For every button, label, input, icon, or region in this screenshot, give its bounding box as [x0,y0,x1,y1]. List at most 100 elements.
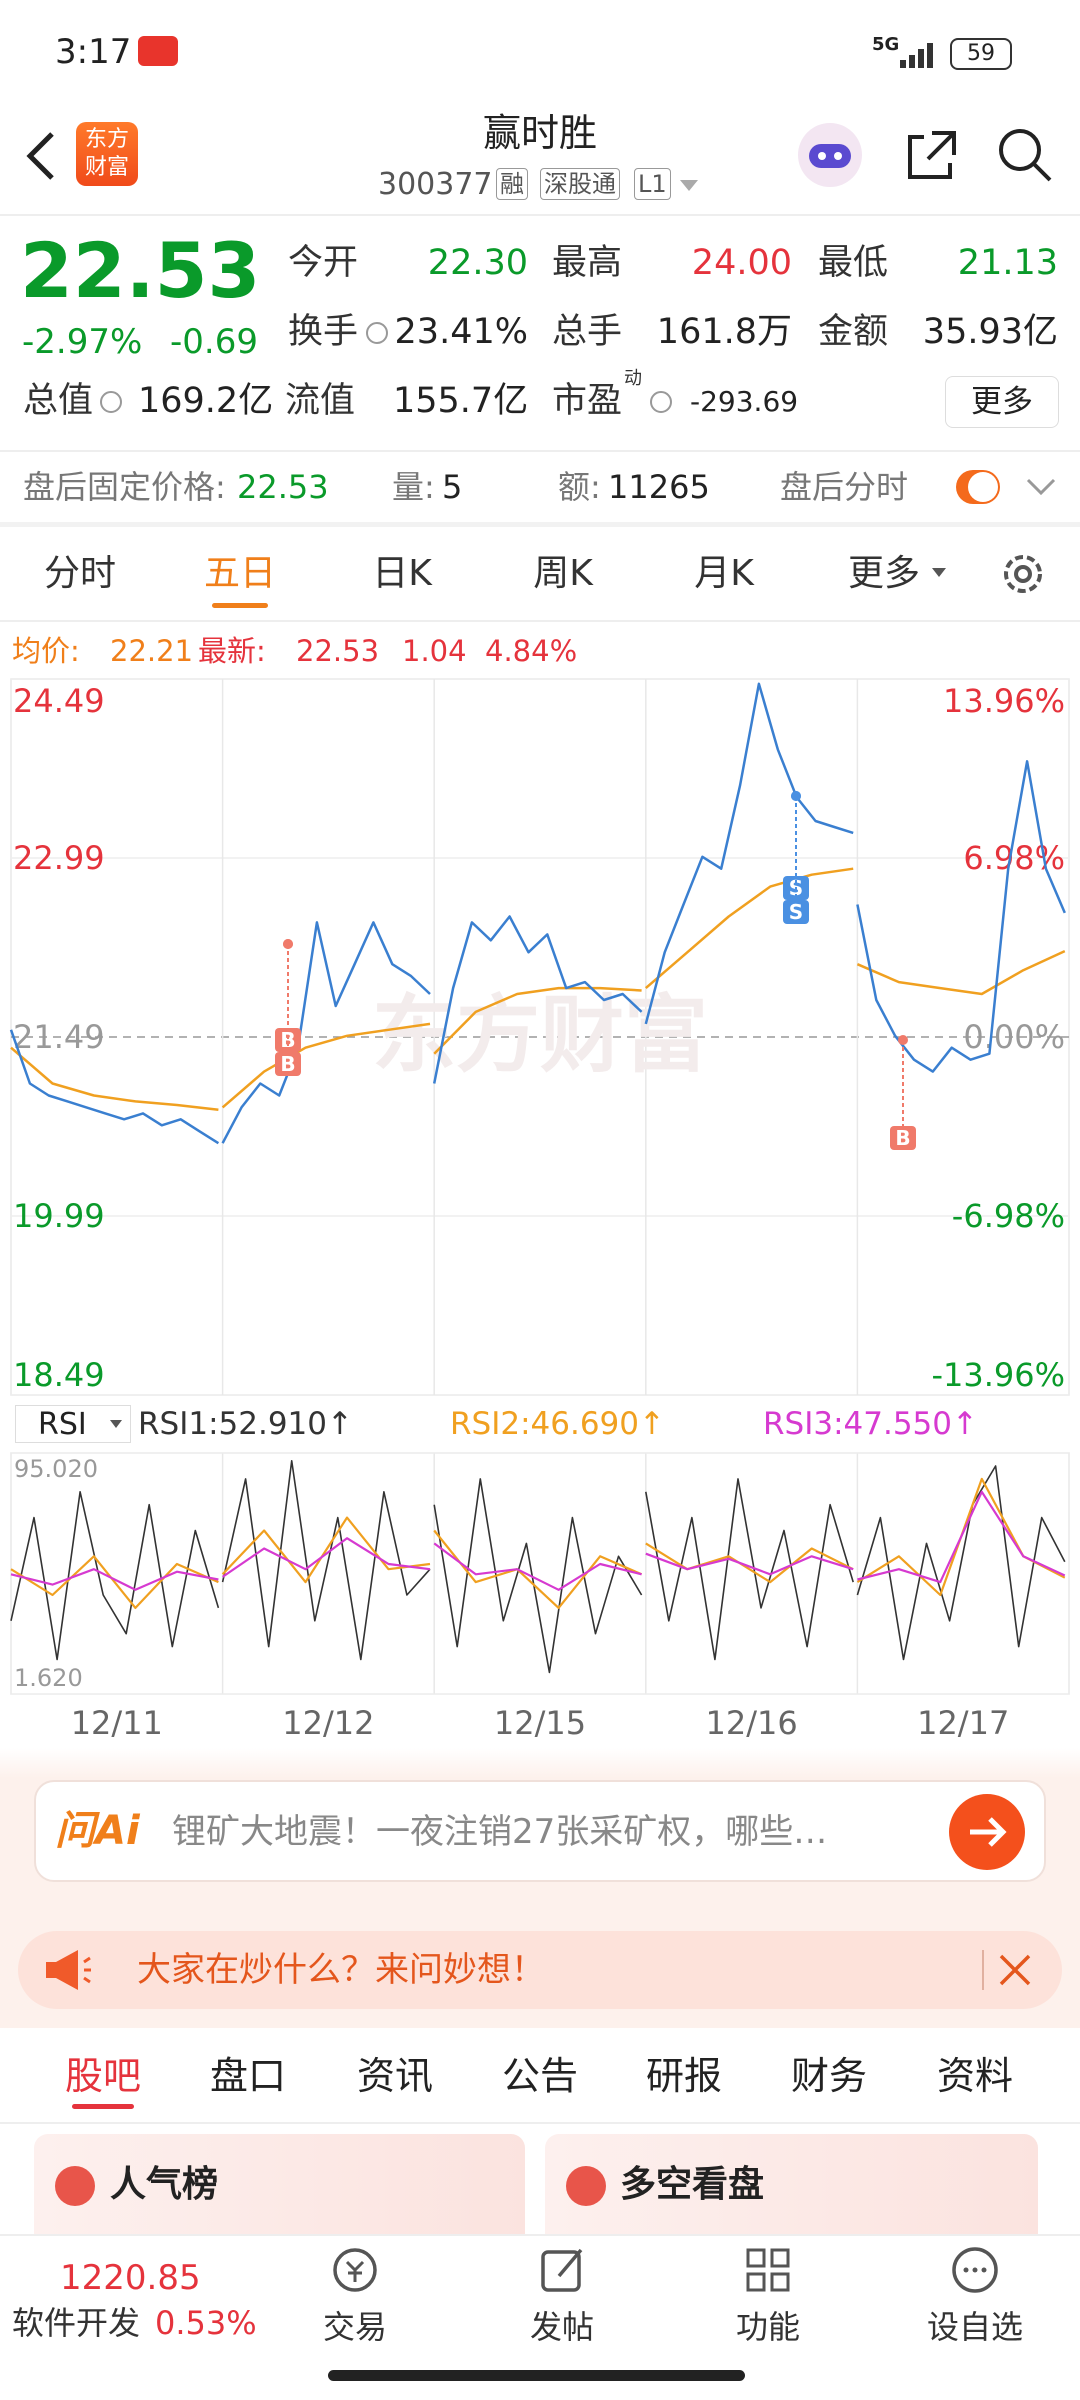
card-icon [566,2166,606,2206]
stat-label: 换手 [288,312,359,352]
y-tick-label: 21.49 [13,1018,105,1056]
marker-box [275,1052,301,1076]
battery: 59 [950,38,1012,70]
info-icon[interactable] [366,322,388,344]
watermark: 东方财富 [372,986,708,1084]
index-name: 软件开发 [12,2304,141,2342]
divider [0,522,1080,527]
section-tab[interactable]: 资讯 [356,2054,434,2098]
search-icon[interactable] [995,125,1055,185]
expand-icon[interactable] [1025,475,1057,499]
tab[interactable]: 分时 [43,553,117,594]
trade-icon[interactable] [330,2242,380,2298]
after-hours-label: 盘后固定价格: [23,468,226,506]
divider [0,2122,1080,2124]
tab[interactable]: 日K [372,553,432,594]
dropdown-arrow[interactable] [680,180,698,191]
price-line [9,1029,220,1145]
ai-send[interactable] [948,1793,1026,1871]
stat-label: 最高 [552,243,623,283]
last-price: 22.53 [20,226,261,315]
y-tick-label: 18.49 [13,1356,105,1394]
section-tab[interactable]: 研报 [645,2054,723,2098]
rsi-line [221,1516,431,1584]
stat-label: 今开 [288,243,359,283]
avg-line [856,949,1066,996]
y-tick-label: 95.020 [14,1455,98,1483]
legend-entry: RSI2:46.690↑ [450,1406,665,1442]
info-icon[interactable] [100,391,122,413]
card[interactable] [545,2134,1038,2234]
post-icon[interactable] [537,2242,587,2298]
banner-divider [982,1950,984,1990]
more-button[interactable]: 更多 [945,376,1059,428]
x-tick-label: 12/16 [705,1704,797,1742]
volume-label: 量: [392,468,435,506]
toggle[interactable] [956,470,1000,504]
section-tab[interactable]: 公告 [501,2054,579,2098]
divider [0,620,1080,622]
section-tab-active[interactable]: 股吧 [64,2054,142,2098]
tab-active[interactable]: 五日 [203,553,277,594]
stat-value: -293.69 [690,385,799,418]
stat-value: 23.41% [394,312,528,352]
status-time: 3:17 [55,32,132,72]
last-label: 最新: [198,634,266,668]
back-button[interactable] [18,128,62,184]
nav-item[interactable]: 功能 [735,2308,801,2346]
dropdown-arrow [110,1420,122,1428]
rsi-line [10,1555,219,1609]
toggle-label: 盘后分时 [780,468,909,506]
stat-label: 市盈 [552,381,623,421]
share-icon[interactable] [902,125,962,185]
marker-dot [898,1035,908,1045]
index-value[interactable]: 1220.85 [60,2258,201,2298]
section-tab[interactable]: 财务 [790,2054,868,2098]
marker-label: B [280,1028,295,1052]
tab[interactable]: 更多 [847,553,921,594]
info-icon[interactable] [650,391,672,413]
change-pct: -2.97% [22,322,143,362]
rsi-line [645,1478,854,1661]
banner[interactable] [18,1931,1062,2009]
tab[interactable]: 月K [694,553,754,594]
stat-value: 24.00 [691,243,792,283]
price-line [644,682,854,1025]
section-tab[interactable]: 盘口 [209,2054,287,2098]
stat-sup: 动 [624,368,642,389]
ai-box[interactable] [34,1780,1046,1882]
card-title: 多空看盘 [620,2164,765,2205]
avg-label: 均价: [12,634,80,668]
close-icon[interactable] [995,1950,1035,1990]
rsi-line [645,1542,854,1584]
volume: 5 [442,468,463,506]
stat-label: 金额 [818,312,889,352]
divider [0,450,1080,452]
legend-entry: RSI3:47.550↑ [763,1406,978,1442]
rsi-line [10,1568,219,1591]
stat-label: 流值 [285,381,356,421]
stock-name: 赢时胜 [482,111,597,155]
section-tab[interactable]: 资料 [936,2054,1014,2098]
stat-label: 总值 [23,381,94,421]
watchlist-icon[interactable] [950,2242,1000,2298]
toggle-knob [968,472,998,502]
card[interactable] [34,2134,525,2234]
band [0,1748,1080,1778]
settings-icon[interactable] [998,549,1048,599]
function-icon[interactable] [743,2242,793,2298]
change: -0.69 [170,322,258,362]
y-pct-label: 13.96% [943,682,1065,720]
tab[interactable]: 周K [533,553,593,594]
home-indicator [328,2370,745,2381]
nav-item[interactable]: 设自选 [926,2308,1024,2346]
indicator-selector[interactable]: RSI [15,1405,131,1443]
price-line [432,915,643,1084]
app-logo[interactable]: 东方财富 [76,122,138,186]
nav-item[interactable]: 交易 [322,2308,388,2346]
ai-brand: 问Ai [55,1808,140,1854]
rsi-line [856,1465,1066,1661]
network-type: 5G [872,34,900,55]
nav-item[interactable]: 发帖 [529,2308,595,2346]
assistant-icon[interactable] [795,120,865,190]
